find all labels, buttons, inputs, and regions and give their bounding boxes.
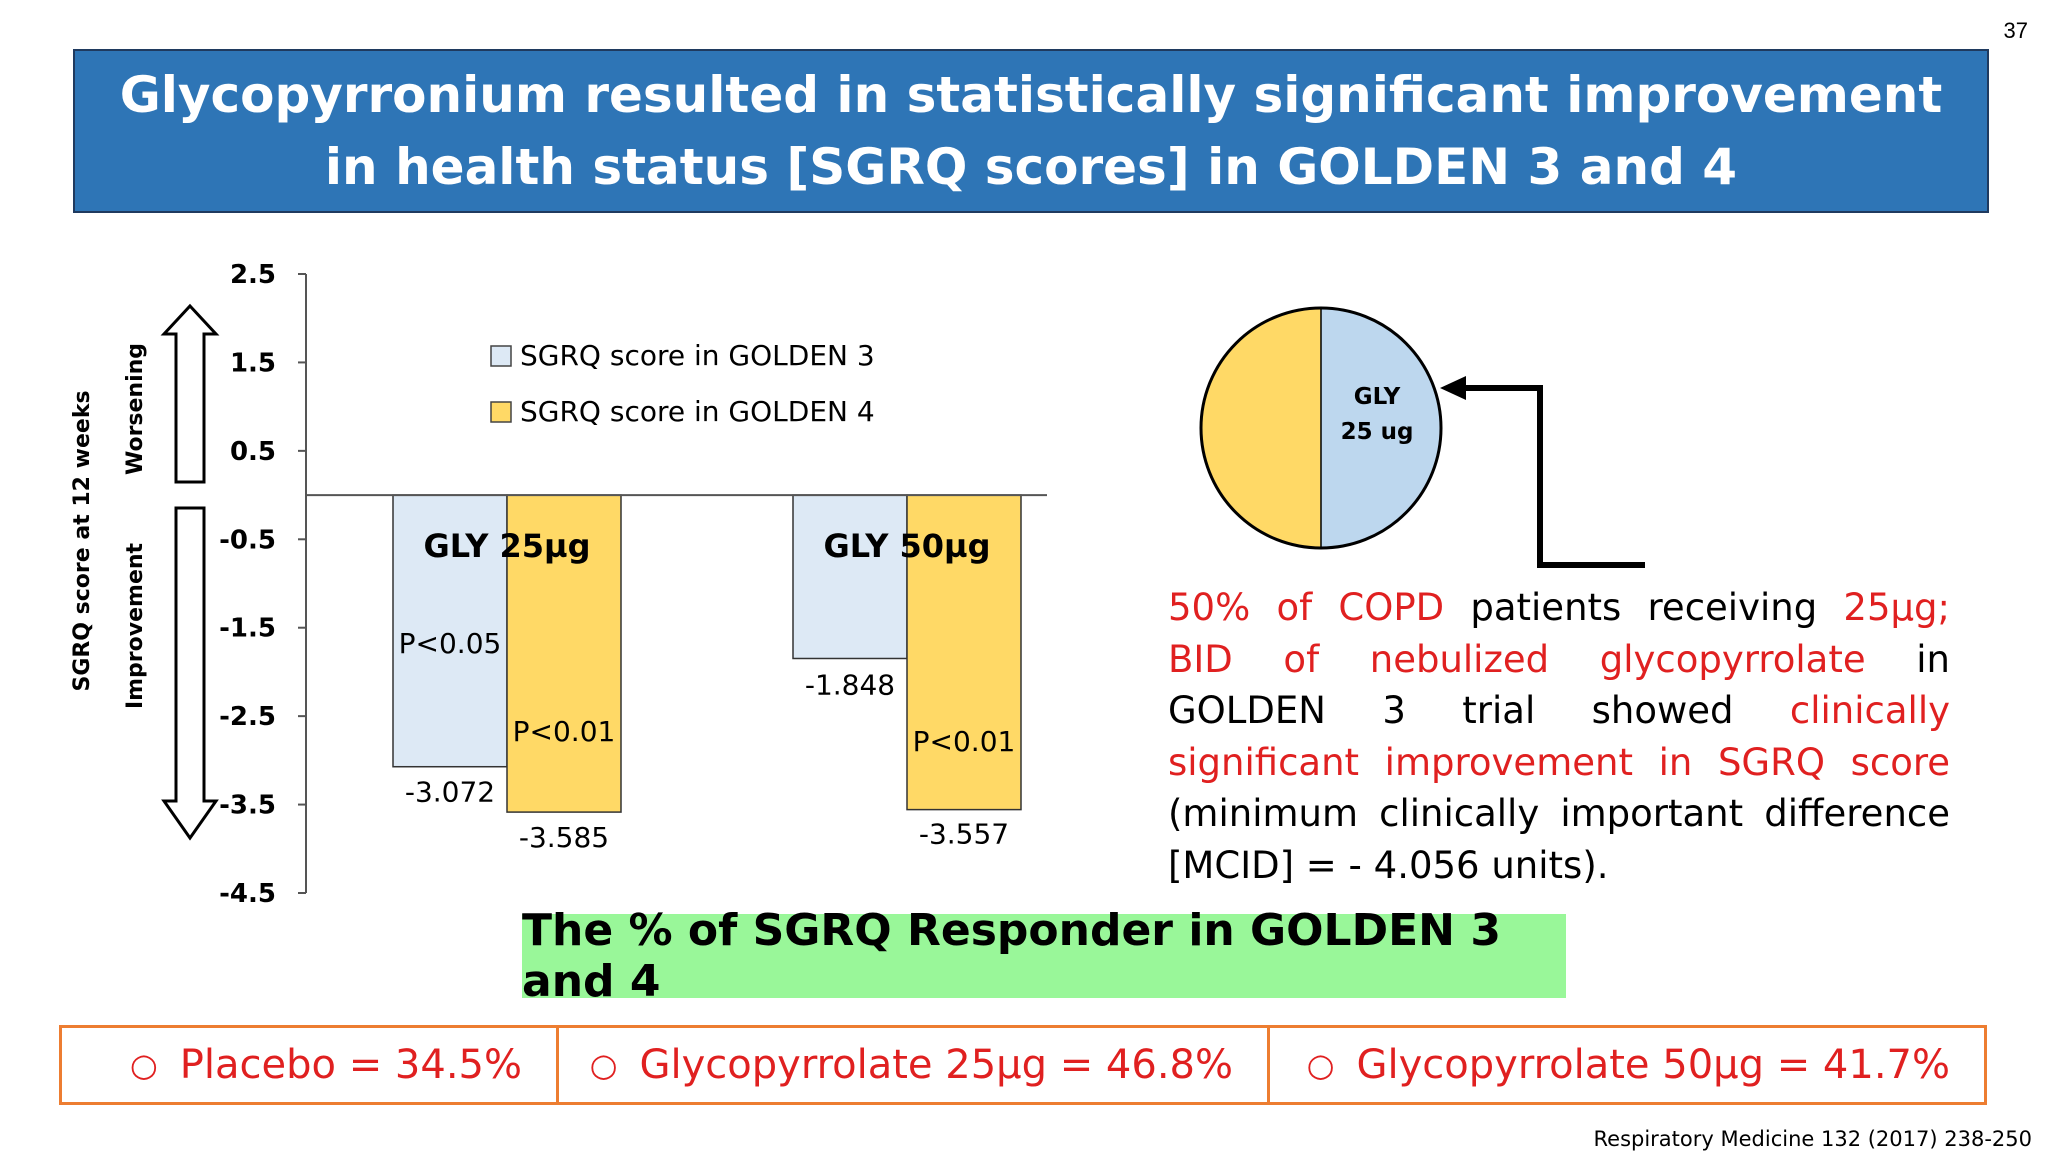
- category-label: GLY 25µg: [424, 527, 591, 565]
- worsening-label: Worsening: [123, 343, 148, 475]
- bar-golden3: [792, 494, 908, 660]
- connector-arrow: [1462, 385, 1645, 568]
- bar-chart: 2.5 1.5 0.5 -0.5 -1.5 -2.5 -3.5 -4.5 -3.072 P<0.…: [70, 260, 1047, 909]
- bullet-icon: ○: [1306, 1046, 1335, 1084]
- bar-golden4: [506, 494, 622, 813]
- desc-text-3: (minimum clinically important difference…: [1168, 792, 1950, 887]
- y-tick-label: -1.5: [219, 614, 276, 644]
- responder-table: ○ Placebo = 34.5% ○ Glycopyrrolate 25µg …: [59, 1025, 1987, 1105]
- category-label: GLY 50µg: [824, 527, 991, 565]
- page-title: Glycopyrronium resulted in statistically…: [119, 66, 1943, 196]
- data-label: -1.848: [805, 668, 895, 701]
- bullet-icon: ○: [589, 1046, 618, 1084]
- desc-highlight-3: clinically significant improvement in SG…: [1168, 689, 1950, 784]
- citation: Respiratory Medicine 132 (2017) 238-250: [1593, 1127, 2033, 1151]
- desc-highlight-1: 50% of COPD: [1168, 586, 1445, 629]
- responder-cell-gly25: ○ Glycopyrrolate 25µg = 46.8%: [556, 1028, 1267, 1102]
- legend-swatch-golden3: [490, 345, 512, 367]
- bar-golden3: [392, 494, 508, 768]
- p-value-label: P<0.01: [913, 725, 1016, 758]
- responder-label: Glycopyrrolate 25µg = 46.8%: [639, 1042, 1233, 1088]
- responder-heading-box: The % of SGRQ Responder in GOLDEN 3 and …: [522, 905, 1566, 1007]
- worsening-arrow-icon: [160, 303, 220, 484]
- data-label: -3.585: [519, 821, 609, 854]
- desc-text-2: in GOLDEN 3 trial showed: [1168, 637, 1950, 733]
- desc-highlight-2: 25µg; BID of nebulized glycopyrrolate: [1168, 586, 1950, 681]
- pie-label-line1: GLY: [1354, 384, 1401, 410]
- slide-number: 37: [2003, 18, 2028, 43]
- y-tick-label: -3.5: [219, 791, 276, 821]
- p-value-label: P<0.05: [399, 627, 502, 660]
- responder-cell-gly50: ○ Glycopyrrolate 50µg = 41.7%: [1267, 1028, 1984, 1102]
- legend-label-golden3: SGRQ score in GOLDEN 3: [520, 339, 875, 372]
- y-axis-title: SGRQ score at 12 weeks: [70, 390, 95, 691]
- y-tick-label: -2.5: [219, 702, 276, 732]
- data-label: -3.557: [919, 818, 1009, 851]
- pie-chart: GLY 25 ug: [1199, 306, 1645, 568]
- responder-label: Placebo = 34.5%: [179, 1042, 522, 1088]
- responder-cell-placebo: ○ Placebo = 34.5%: [62, 1028, 556, 1102]
- pie-slice-0: [1321, 308, 1441, 548]
- title-banner: Glycopyrronium resulted in statistically…: [73, 49, 1989, 213]
- bar-golden4: [906, 494, 1022, 811]
- pie-slices: [1201, 308, 1441, 548]
- description-paragraph: 50% of COPD patients receiving 25µg; BID…: [1168, 582, 1950, 891]
- improvement-label: Improvement: [123, 542, 148, 709]
- y-axis: 2.5 1.5 0.5 -0.5 -1.5 -2.5 -3.5 -4.5: [219, 260, 307, 909]
- bullet-icon: ○: [129, 1046, 158, 1084]
- y-tick-label: 1.5: [230, 348, 276, 378]
- y-tick-label: 0.5: [230, 437, 276, 467]
- y-tick-label: 2.5: [230, 260, 276, 290]
- connector-arrowhead-icon: [1440, 376, 1466, 400]
- bars: -3.072 P<0.05 -3.585 P<0.01 GLY 25µg -1.848 -3…: [392, 494, 1022, 854]
- data-label: -3.072: [405, 776, 495, 809]
- y-tick-label: -4.5: [219, 879, 276, 909]
- y-tick-label: -0.5: [219, 525, 276, 555]
- responder-heading: The % of SGRQ Responder in GOLDEN 3 and …: [522, 905, 1501, 1007]
- pie-slice-1: [1201, 308, 1321, 548]
- legend-label-golden4: SGRQ score in GOLDEN 4: [520, 395, 875, 428]
- p-value-label: P<0.01: [513, 715, 616, 748]
- desc-text-1: patients receiving: [1444, 586, 1844, 629]
- improvement-arrow-icon: [161, 506, 219, 841]
- responder-label: Glycopyrrolate 50µg = 41.7%: [1356, 1042, 1950, 1088]
- legend-swatch-golden4: [490, 401, 512, 423]
- pie-label-line2: 25 ug: [1341, 419, 1414, 445]
